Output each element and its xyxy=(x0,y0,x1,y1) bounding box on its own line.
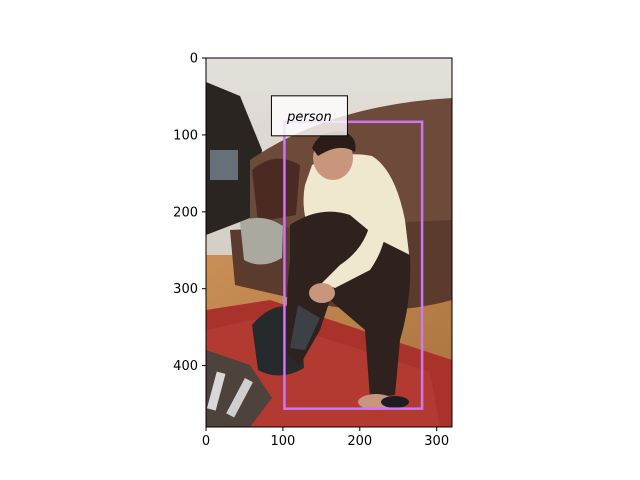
x-tick-label: 100 xyxy=(270,434,295,449)
cushion xyxy=(252,158,300,222)
x-tick-label: 300 xyxy=(424,434,449,449)
x-axis: 0 100 200 300 xyxy=(202,427,449,449)
person xyxy=(286,131,411,410)
bounding-box xyxy=(283,120,424,410)
y-tick-label: 0 xyxy=(190,52,198,67)
annotation-layer: person xyxy=(270,95,424,410)
x-tick-label: 0 xyxy=(202,434,210,449)
y-tick-label: 100 xyxy=(173,128,198,143)
y-tick-label: 300 xyxy=(173,282,198,297)
y-tick-label: 400 xyxy=(173,359,198,374)
table xyxy=(206,350,272,427)
axes-frame xyxy=(205,57,453,428)
y-tick-label: 200 xyxy=(173,205,198,220)
y-axis: 0 100 200 300 400 xyxy=(173,52,206,374)
x-tick-label: 200 xyxy=(347,434,372,449)
label-text: person xyxy=(286,110,332,125)
bag xyxy=(240,217,283,265)
label-box xyxy=(270,95,348,137)
